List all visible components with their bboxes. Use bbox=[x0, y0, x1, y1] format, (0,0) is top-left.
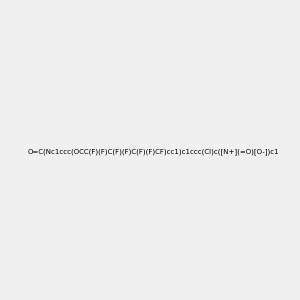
Text: O=C(Nc1ccc(OCC(F)(F)C(F)(F)C(F)(F)CF)cc1)c1ccc(Cl)c([N+](=O)[O-])c1: O=C(Nc1ccc(OCC(F)(F)C(F)(F)C(F)(F)CF)cc1… bbox=[28, 148, 280, 155]
